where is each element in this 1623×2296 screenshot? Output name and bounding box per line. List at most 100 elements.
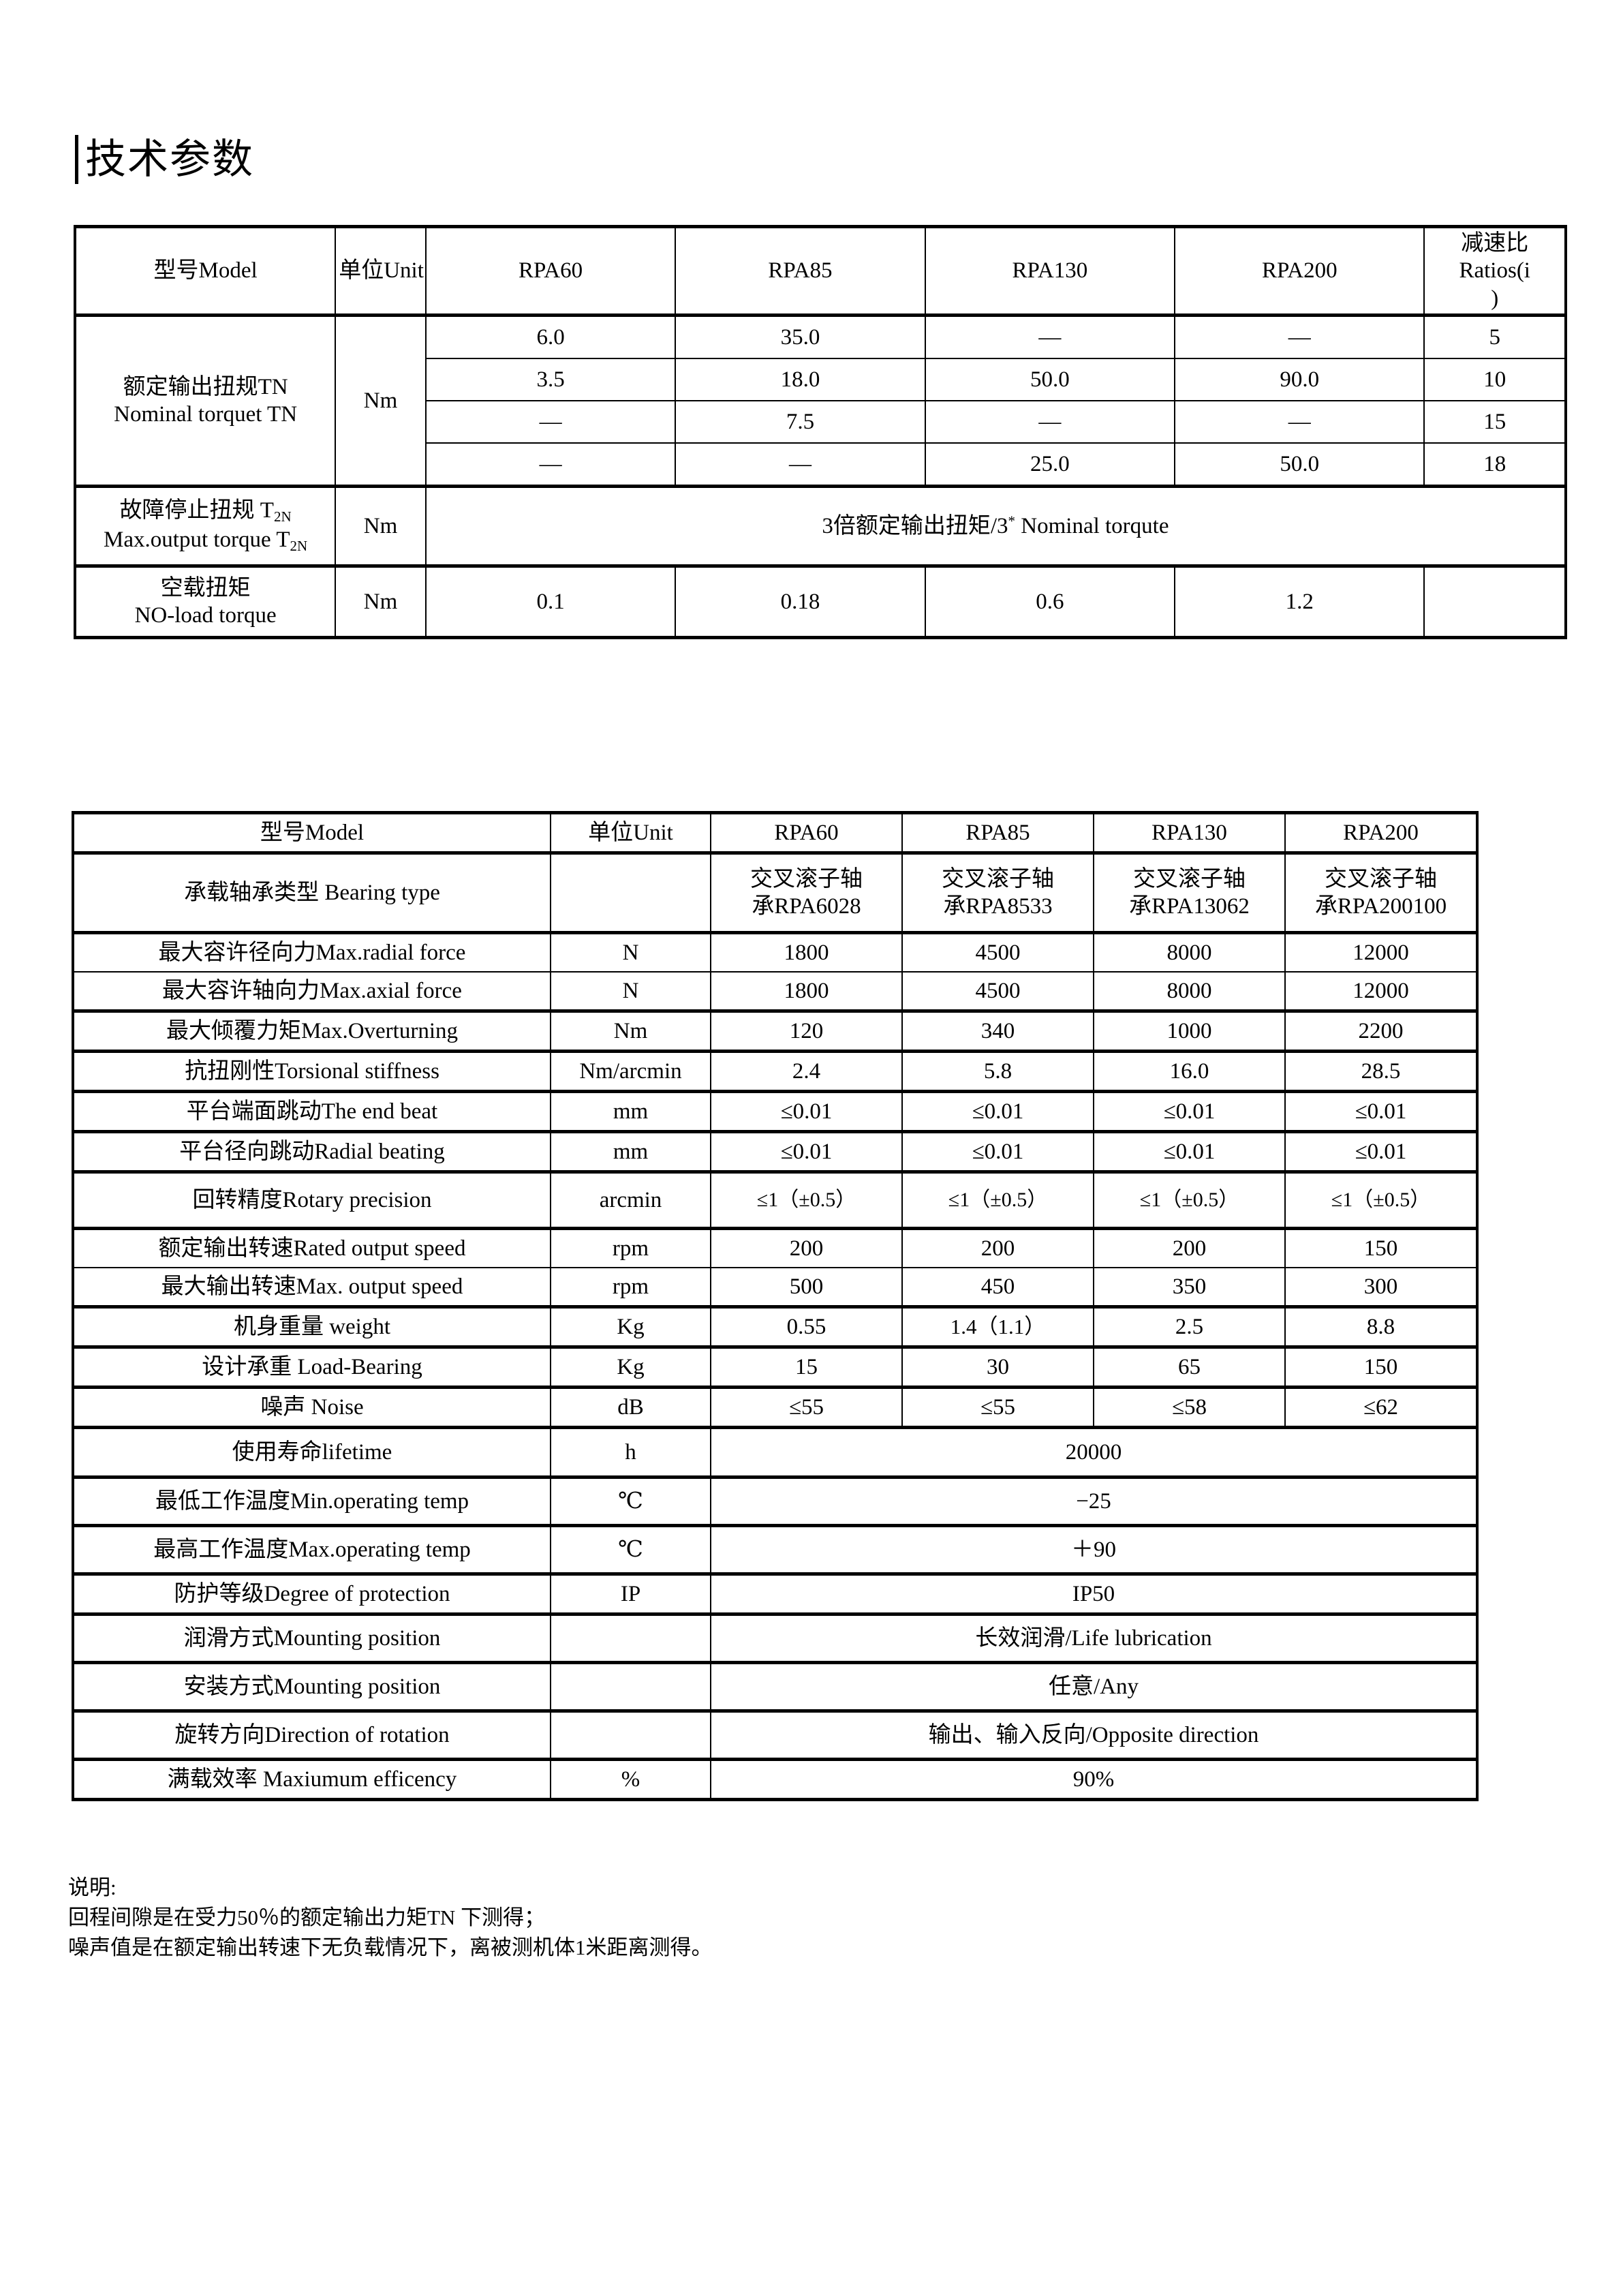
cell-value: 15 (710, 1345, 903, 1388)
table-row: 回转精度Rotary precision arcmin ≤1（±0.5） ≤1（±0.… (72, 1170, 1479, 1229)
table-row-merged: 最低工作温度Min.operating temp ℃ −25 (72, 1475, 1479, 1527)
table-row: 平台径向跳动Radial beating mm ≤0.01 ≤0.01 ≤0.01 ≤0.… (72, 1130, 1479, 1173)
bearing-line1: 交叉滚子轴 (1325, 866, 1437, 891)
row-unit (550, 1661, 711, 1712)
table-row-merged: 防护等级Degree of protection IP IP50 (72, 1572, 1479, 1615)
table-row-no-load-torque: 空载扭矩 NO-load torque Nm 0.1 0.18 0.6 1.2 (73, 564, 1567, 639)
cell-merged-value: IP50 (710, 1572, 1479, 1615)
header-rpa60: RPA60 (424, 225, 677, 316)
cell-merged-value: ＋90 (710, 1524, 1479, 1575)
table-row: 噪声 Noise dB ≤55 ≤55 ≤58 ≤62 (72, 1386, 1479, 1428)
cell-value: 350 (1093, 1267, 1286, 1308)
cell-merged-value: −25 (710, 1475, 1479, 1527)
cell-value: ≤58 (1093, 1386, 1286, 1428)
row-unit: Nm (550, 1009, 711, 1052)
cell-max-output-torque-value: 3倍额定输出扭矩/3* Nominal torqute (424, 484, 1568, 567)
cell-value: 300 (1284, 1267, 1479, 1308)
header-unit: 单位Unit (550, 811, 711, 854)
cell-bearing-rpa200: 交叉滚子轴 承RPA200100 (1284, 851, 1479, 934)
cell-value: 0.55 (710, 1305, 903, 1348)
header-model: 型号Model (73, 225, 337, 316)
footnote-line-1: 回程间隙是在受力50％的额定输出力矩TN 下测得； (68, 1905, 546, 1930)
row-label: 防护等级Degree of protection (72, 1572, 551, 1615)
row-unit: % (550, 1758, 711, 1801)
cell-value: 1.2 (1174, 564, 1425, 639)
footnote-line-2: 噪声值是在额定输出转速下无负载情况下，离被测机体1米距离测得。 (68, 1935, 713, 1960)
cell-value: ≤55 (710, 1386, 903, 1428)
row-unit: Kg (550, 1305, 711, 1348)
table-row: 设计承重 Load-Bearing Kg 15 30 65 150 (72, 1345, 1479, 1388)
row-unit: Nm/arcmin (550, 1050, 711, 1092)
cell-value: 5.8 (901, 1050, 1094, 1092)
table-row-merged: 润滑方式Mounting position 长效润滑/Life lubricati… (72, 1612, 1479, 1664)
header-rpa200: RPA200 (1174, 225, 1425, 316)
cell-value: 35.0 (675, 313, 926, 359)
row-label: 最大倾覆力矩Max.Overturning (72, 1009, 551, 1052)
page-title-text: 技术参数 (85, 137, 254, 182)
table-row-bearing-type: 承载轴承类型 Bearing type 交叉滚子轴 承RPA6028 交叉滚子轴… (72, 851, 1479, 934)
cell-value: 500 (710, 1267, 903, 1308)
cell-value: 150 (1284, 1345, 1479, 1388)
table-row-nominal-torque-2: 3.5 18.0 50.0 90.0 10 (75, 357, 1567, 401)
header-model: 型号Model (72, 811, 551, 854)
bearing-line1: 交叉滚子轴 (750, 866, 863, 891)
row-label: 噪声 Noise (72, 1386, 551, 1428)
row-label: 最大容许径向力Max.radial force (72, 931, 551, 973)
cell-merged-value: 输出、输入反向/Opposite direction (710, 1709, 1479, 1760)
row-label: 旋转方向Direction of rotation (72, 1709, 551, 1760)
cell-value: 340 (901, 1009, 1094, 1052)
cell-value: ≤0.01 (710, 1090, 903, 1133)
table-header-row: 型号Model 单位Unit RPA60 RPA85 RPA130 RPA200… (73, 225, 1567, 316)
row-label: 回转精度Rotary precision (72, 1170, 551, 1229)
row-unit: mm (550, 1130, 711, 1173)
row-label: 额定输出转速Rated output speed (72, 1227, 551, 1268)
cell-ratio: 15 (1423, 399, 1567, 444)
row-unit (550, 1709, 711, 1760)
table-row-merged: 安装方式Mounting position 任意/Any (72, 1661, 1479, 1712)
row-label-bearing-type: 承载轴承类型 Bearing type (72, 851, 551, 934)
cell-merged-value: 90% (710, 1758, 1479, 1801)
cell-value: ≤1（±0.5） (1284, 1170, 1479, 1229)
cell-value: ≤0.01 (710, 1130, 903, 1173)
table-row-max-output-torque: 故障停止扭规 T2N Max.output torque T2N Nm 3倍额定… (73, 484, 1568, 567)
cell-value: ≤1（±0.5） (710, 1170, 903, 1229)
footnotes: 说明: 回程间隙是在受力50％的额定输出力矩TN 下测得； 噪声值是在额定输出转… (68, 1873, 713, 1963)
cell-value: 200 (901, 1227, 1094, 1268)
cell-value: 28.5 (1284, 1050, 1479, 1092)
footnote-heading: 说明: (68, 1876, 117, 1899)
table-row: 额定输出转速Rated output speed rpm 200 200 200 150 (72, 1227, 1479, 1268)
page-title: 技术参数 (75, 135, 254, 184)
torque-spec-table: 型号Model 单位Unit RPA60 RPA85 RPA130 RPA200… (73, 225, 1568, 639)
row-label-max-output-torque-cn: 故障停止扭规 T2N (119, 498, 292, 525)
row-unit (550, 1612, 711, 1664)
table-header-row: 型号Model 单位Unit RPA60 RPA85 RPA130 RPA200 (72, 811, 1479, 854)
row-unit: dB (550, 1386, 711, 1428)
cell-value: 12000 (1284, 971, 1479, 1012)
cell-value: ≤1（±0.5） (901, 1170, 1094, 1229)
table-row-nominal-torque-3: — 7.5 — — 15 (75, 399, 1567, 444)
cell-value: 200 (1093, 1227, 1286, 1268)
cell-value: ≤1（±0.5） (1093, 1170, 1286, 1229)
cell-value: ≤55 (901, 1386, 1094, 1428)
cell-value: 1.4（1.1） (901, 1305, 1094, 1348)
row-label-max-output-torque-en: Max.output torque T2N (104, 527, 308, 554)
cell-value: 7.5 (675, 399, 926, 444)
row-label: 最高工作温度Max.operating temp (72, 1524, 551, 1575)
header-ratios-line1: 减速比 (1461, 231, 1529, 256)
row-unit: rpm (550, 1227, 711, 1268)
cell-ratio: 10 (1423, 357, 1567, 401)
row-unit-bearing-type (550, 851, 711, 934)
table-row: 平台端面跳动The end beat mm ≤0.01 ≤0.01 ≤0.01 ≤0.01 (72, 1090, 1479, 1133)
row-label: 最大容许轴向力Max.axial force (72, 971, 551, 1012)
cell-value: 18.0 (675, 357, 926, 401)
header-unit: 单位Unit (335, 225, 427, 316)
cell-value: 12000 (1284, 931, 1479, 973)
cell-value: 2.4 (710, 1050, 903, 1092)
bearing-line2: 承RPA13062 (1129, 894, 1250, 919)
cell-ratio (1423, 564, 1567, 639)
row-label-max-output-torque: 故障停止扭规 T2N Max.output torque T2N (73, 484, 337, 567)
table-row-nominal-torque-1: 额定输出扭规TN Nominal torquet TN Nm 6.0 35.0 … (73, 313, 1567, 487)
cell-value: — (675, 442, 926, 487)
cell-value: 8000 (1093, 931, 1286, 973)
row-unit: ℃ (550, 1524, 711, 1575)
